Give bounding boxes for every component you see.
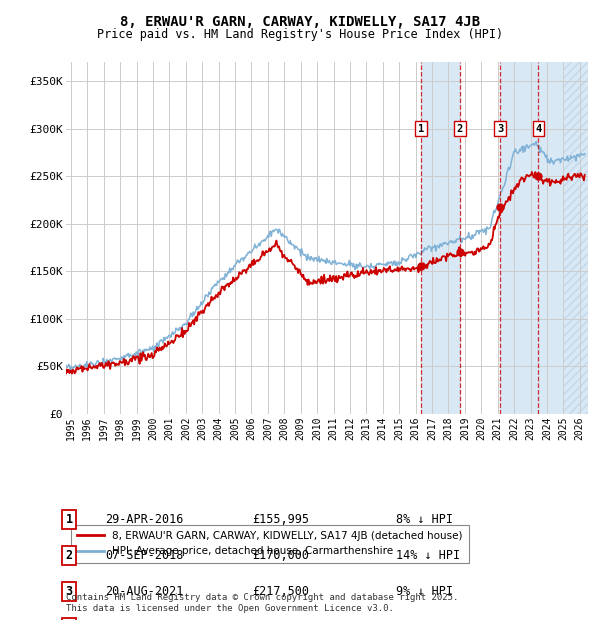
Text: 20-AUG-2021: 20-AUG-2021: [105, 585, 184, 598]
Text: 3: 3: [497, 123, 503, 133]
Text: 8, ERWAU'R GARN, CARWAY, KIDWELLY, SA17 4JB: 8, ERWAU'R GARN, CARWAY, KIDWELLY, SA17 …: [120, 16, 480, 30]
Text: 4: 4: [535, 123, 541, 133]
Text: £155,995: £155,995: [252, 513, 309, 526]
Bar: [563, 62, 588, 414]
Bar: [500, 62, 563, 414]
Text: Contains HM Land Registry data © Crown copyright and database right 2025.
This d: Contains HM Land Registry data © Crown c…: [66, 593, 458, 613]
Bar: [421, 62, 460, 414]
Text: 2: 2: [457, 123, 463, 133]
Legend: 8, ERWAU'R GARN, CARWAY, KIDWELLY, SA17 4JB (detached house), HPI: Average price: 8, ERWAU'R GARN, CARWAY, KIDWELLY, SA17 …: [71, 525, 469, 562]
Text: 3: 3: [65, 585, 73, 598]
Text: 1: 1: [418, 123, 424, 133]
Text: £170,000: £170,000: [252, 549, 309, 562]
Text: 1: 1: [65, 513, 73, 526]
Text: Price paid vs. HM Land Registry's House Price Index (HPI): Price paid vs. HM Land Registry's House …: [97, 28, 503, 41]
Text: 07-SEP-2018: 07-SEP-2018: [105, 549, 184, 562]
Text: 14% ↓ HPI: 14% ↓ HPI: [396, 549, 460, 562]
Text: 8% ↓ HPI: 8% ↓ HPI: [396, 513, 453, 526]
Text: £217,500: £217,500: [252, 585, 309, 598]
Text: 29-APR-2016: 29-APR-2016: [105, 513, 184, 526]
Text: 9% ↓ HPI: 9% ↓ HPI: [396, 585, 453, 598]
Bar: [563, 62, 588, 414]
Text: 2: 2: [65, 549, 73, 562]
